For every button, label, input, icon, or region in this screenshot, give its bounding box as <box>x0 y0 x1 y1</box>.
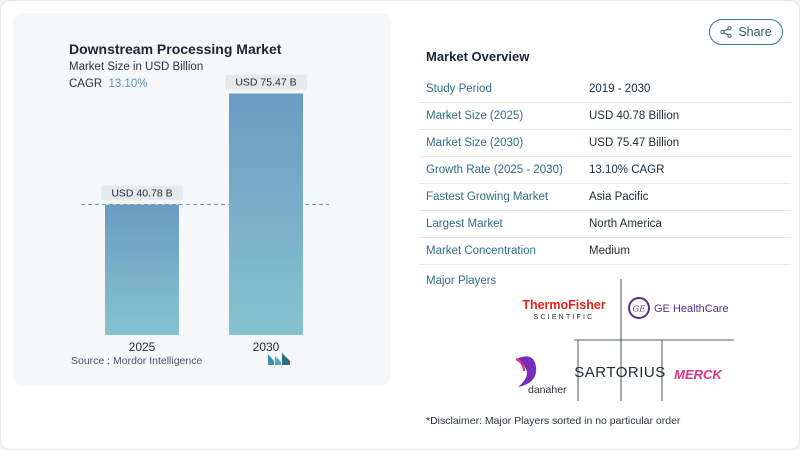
category-label: 2030 <box>253 340 280 354</box>
overview-row-key: Growth Rate (2025 - 2030) <box>426 164 563 176</box>
overview-row: Market Concentration Medium <box>419 238 791 265</box>
danaher-logo: danaher <box>515 356 567 396</box>
bar-2025 <box>105 204 179 335</box>
overview-row: Largest Market North America <box>419 211 791 238</box>
thermo-fisher-logo: ThermoFisher SCIENTIFIC <box>522 298 605 321</box>
svg-text:GE HealthCare: GE HealthCare <box>654 303 729 315</box>
overview-row-key: Fastest Growing Market <box>426 191 549 203</box>
merck-logo: MERCK <box>674 367 723 382</box>
major-players-logos: ThermoFisher SCIENTIFIC GE GE HealthCare… <box>515 279 734 401</box>
share-label: Share <box>738 25 772 39</box>
major-players-label: Major Players <box>426 275 497 287</box>
svg-text:MERCK: MERCK <box>674 367 723 382</box>
overview-row-key: Market Size (2025) <box>426 110 524 122</box>
data-label-background <box>225 74 307 90</box>
overview-row-key: Largest Market <box>426 218 503 230</box>
svg-text:ThermoFisher: ThermoFisher <box>522 298 605 312</box>
overview-row: Fastest Growing Market Asia Pacific <box>419 184 791 211</box>
overview-row-value: USD 40.78 Billion <box>589 110 680 122</box>
overview-row-value: Medium <box>589 245 630 257</box>
share-button[interactable]: Share <box>709 19 783 45</box>
svg-text:SARTORIUS: SARTORIUS <box>574 364 665 381</box>
overview-row: Growth Rate (2025 - 2030) 13.10% CAGR <box>419 157 791 184</box>
overview-title: Market Overview <box>426 49 530 64</box>
svg-text:GE: GE <box>633 305 647 315</box>
overview-row: Study Period 2019 - 2030 <box>419 76 791 103</box>
share-icon <box>720 26 732 38</box>
cagr-value: 13.10% <box>108 78 148 90</box>
data-label: USD 40.78 B <box>111 188 172 200</box>
overview-row: Market Size (2025) USD 40.78 Billion <box>419 103 791 130</box>
overview-row-key: Study Period <box>426 83 492 95</box>
data-label-background <box>101 185 183 201</box>
svg-text:danaher: danaher <box>528 384 567 396</box>
overview-row-value: North America <box>589 218 662 230</box>
overview-row-value: 13.10% CAGR <box>589 164 665 176</box>
chart-source: Source : Mordor Intelligence <box>71 355 203 367</box>
overview-row-value: 2019 - 2030 <box>589 83 651 95</box>
overview-row-key: Market Concentration <box>426 245 536 257</box>
chart-card <box>13 13 391 385</box>
overview-row-value: USD 75.47 Billion <box>589 137 680 149</box>
data-label: USD 75.47 B <box>235 76 296 88</box>
sartorius-logo: SARTORIUS <box>574 364 665 381</box>
overview-row: Market Size (2030) USD 75.47 Billion <box>419 130 791 157</box>
overview-row-key: Market Size (2030) <box>426 137 524 149</box>
disclaimer: *Disclaimer: Major Players sorted in no … <box>426 415 681 427</box>
chart-title: Downstream Processing Market <box>69 41 282 57</box>
overview-row-value: Asia Pacific <box>589 191 649 203</box>
mordor-intelligence-logo <box>268 353 290 365</box>
chart-subtitle: Market Size in USD Billion <box>69 61 204 73</box>
category-label: 2025 <box>129 340 156 354</box>
bar-chart: USD 40.78 B 2025 USD 75.47 B 2030 <box>81 74 329 354</box>
chart-cagr: CAGR 13.10% <box>69 78 147 90</box>
overview-table: Study Period 2019 - 2030 Market Size (2025… <box>419 76 791 265</box>
ge-healthcare-logo: GE GE HealthCare <box>628 297 729 319</box>
bar-2030 <box>229 93 303 335</box>
svg-text:SCIENTIFIC: SCIENTIFIC <box>534 314 595 321</box>
cagr-label: CAGR <box>69 78 103 90</box>
